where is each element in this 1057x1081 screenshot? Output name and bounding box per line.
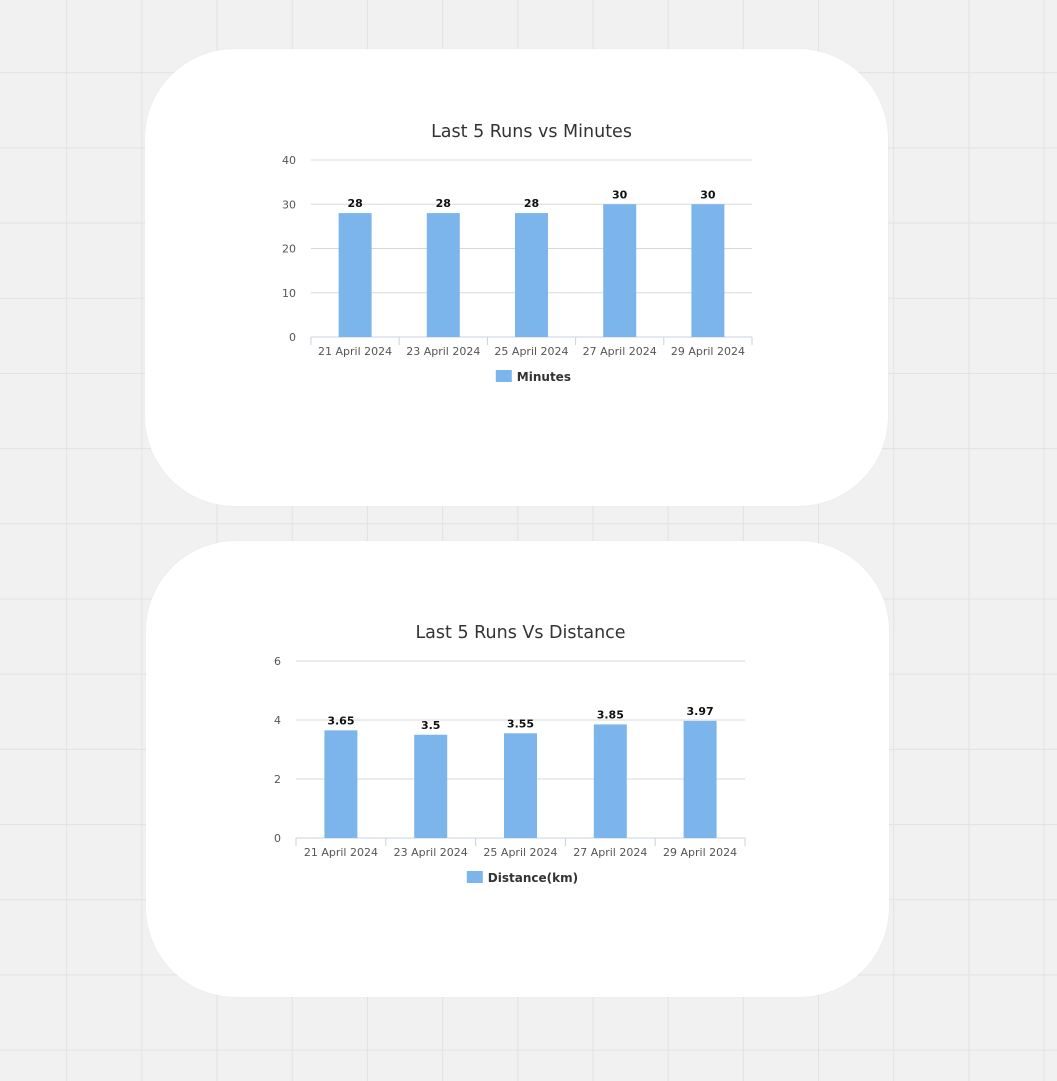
x-category-label: 29 April 2024 xyxy=(671,345,745,358)
bar-data-label: 28 xyxy=(436,197,451,210)
bar-data-label: 3.55 xyxy=(507,717,534,730)
legend: Minutes xyxy=(495,370,571,384)
bar xyxy=(338,213,372,337)
chart-title: Last 5 Runs vs Minutes xyxy=(431,122,632,142)
x-category-label: 21 April 2024 xyxy=(318,345,392,358)
bar xyxy=(504,733,537,838)
legend-label: Minutes xyxy=(517,370,571,384)
bar-data-label: 3.97 xyxy=(687,705,714,718)
bar-data-label: 30 xyxy=(700,188,716,201)
y-tick-label: 30 xyxy=(282,198,296,211)
bar xyxy=(603,204,637,337)
bar xyxy=(426,213,460,337)
bar xyxy=(691,204,725,337)
bar xyxy=(515,213,548,337)
y-tick-label: 6 xyxy=(274,655,281,668)
y-tick-label: 40 xyxy=(282,154,296,167)
distance-chart: Last 5 Runs Vs Distance 0 2 4 6 3.65 21 April … xyxy=(274,623,746,885)
x-category-label: 25 April 2024 xyxy=(483,846,557,859)
legend-swatch xyxy=(466,871,483,883)
legend-swatch xyxy=(495,370,512,382)
bar-data-label: 28 xyxy=(347,197,362,210)
y-tick-label: 2 xyxy=(274,773,281,786)
bar xyxy=(414,734,448,838)
bar-data-label: 3.85 xyxy=(597,708,624,721)
x-category-label: 23 April 2024 xyxy=(394,846,468,859)
minutes-chart: Last 5 Runs vs Minutes 0 10 20 30 40 28 21 Apri… xyxy=(282,122,753,384)
bar-data-label: 3.65 xyxy=(327,714,354,727)
y-tick-label: 4 xyxy=(274,714,281,727)
x-category-label: 23 April 2024 xyxy=(406,345,480,358)
x-category-label: 27 April 2024 xyxy=(583,345,657,358)
x-category-label: 29 April 2024 xyxy=(663,846,737,859)
x-category-label: 27 April 2024 xyxy=(573,846,647,859)
y-tick-label: 10 xyxy=(282,287,296,300)
distance-chart-card: Last 5 Runs Vs Distance 0 2 4 6 3.65 21 April … xyxy=(146,541,889,997)
bar xyxy=(683,720,717,838)
legend: Distance(km) xyxy=(466,871,578,885)
x-category-label: 21 April 2024 xyxy=(304,846,378,859)
bar xyxy=(324,730,358,838)
chart-title: Last 5 Runs Vs Distance xyxy=(415,623,625,643)
bar-data-label: 3.5 xyxy=(421,719,441,732)
legend-label: Distance(km) xyxy=(488,871,578,885)
minutes-chart-card: Last 5 Runs vs Minutes 0 10 20 30 40 28 21 Apri… xyxy=(145,49,888,506)
bar xyxy=(593,724,627,838)
y-tick-label: 20 xyxy=(282,243,296,256)
x-category-label: 25 April 2024 xyxy=(494,345,568,358)
bar-data-label: 30 xyxy=(612,188,628,201)
y-tick-label: 0 xyxy=(274,832,281,845)
bar-data-label: 28 xyxy=(524,197,539,210)
y-tick-label: 0 xyxy=(289,331,296,344)
